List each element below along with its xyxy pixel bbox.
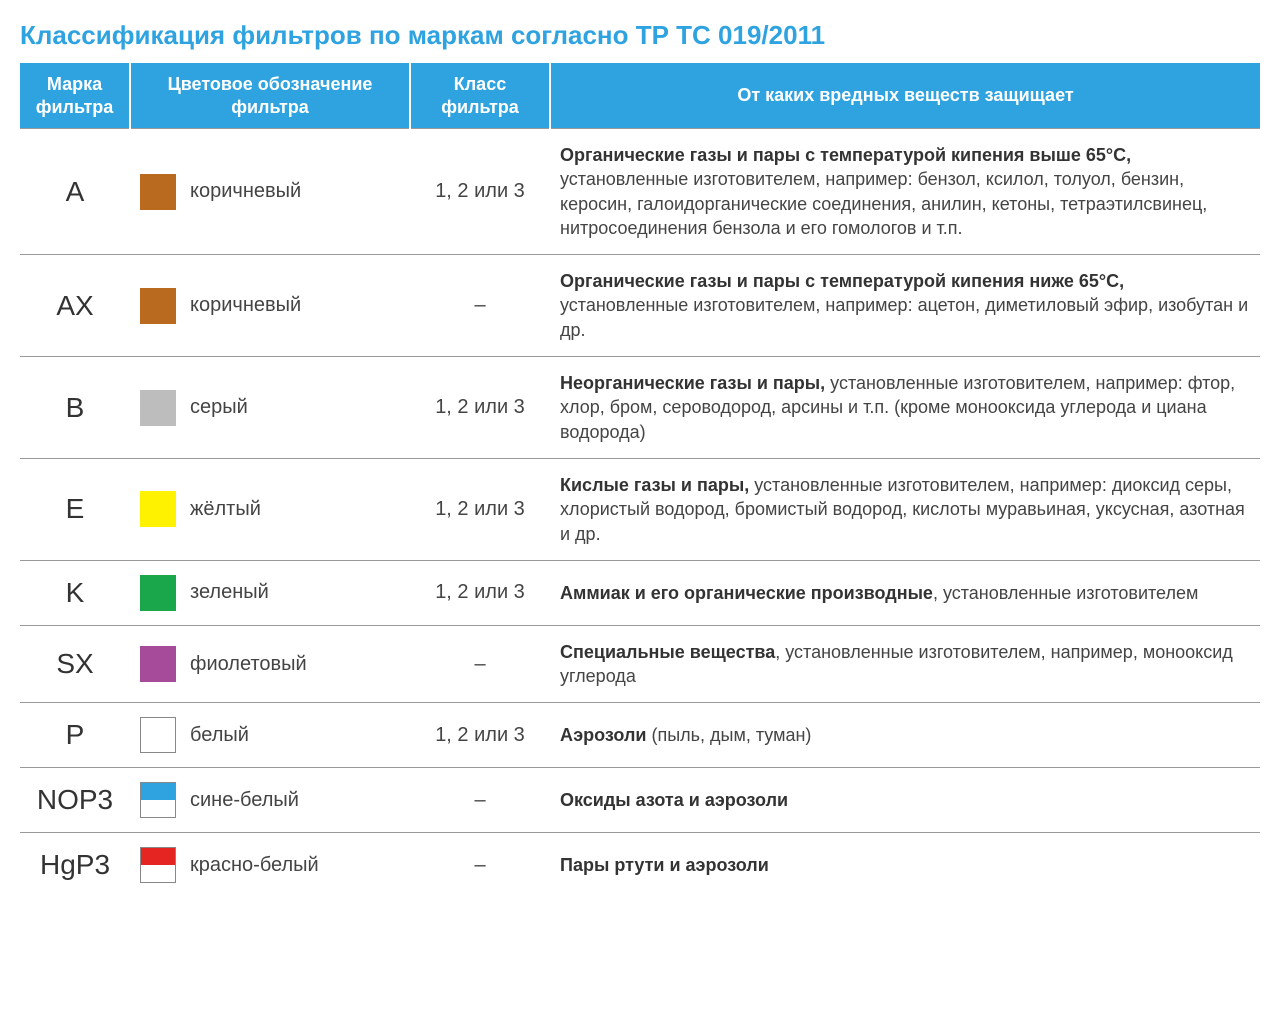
filter-color-cell: фиолетовый [130, 625, 410, 703]
color-swatch [140, 717, 176, 753]
desc-bold: Кислые газы и пары, [560, 475, 749, 495]
desc-bold: Органические газы и пары с температурой … [560, 271, 1124, 291]
filter-description: Органические газы и пары с температурой … [550, 129, 1260, 255]
table-row: Bсерый1, 2 или 3Неорганические газы и па… [20, 357, 1260, 459]
page-title: Классификация фильтров по маркам согласн… [20, 20, 1260, 51]
desc-bold: Неорганические газы и пары, [560, 373, 825, 393]
desc-rest: установленные изготовителем, например: а… [560, 295, 1248, 339]
desc-rest: (пыль, дым, туман) [646, 725, 811, 745]
filter-mark: E [20, 458, 130, 560]
color-swatch [140, 288, 176, 324]
filter-description: Кислые газы и пары, установленные изгото… [550, 458, 1260, 560]
filter-description: Аэрозоли (пыль, дым, туман) [550, 703, 1260, 768]
filter-class: 1, 2 или 3 [410, 458, 550, 560]
table-row: HgP3 красно-белый –Пары ртути и аэрозоли [20, 833, 1260, 898]
filter-class: – [410, 255, 550, 357]
filter-class: 1, 2 или 3 [410, 129, 550, 255]
filter-class: 1, 2 или 3 [410, 703, 550, 768]
color-swatch [140, 847, 176, 883]
filter-color-cell: серый [130, 357, 410, 459]
table-row: SX фиолетовый –Специальные вещества, устан… [20, 625, 1260, 703]
filter-description: Пары ртути и аэрозоли [550, 833, 1260, 898]
filter-description: Аммиак и его органические производные, у… [550, 560, 1260, 625]
filter-mark: P [20, 703, 130, 768]
filter-color-cell: красно-белый [130, 833, 410, 898]
color-swatch [140, 491, 176, 527]
desc-bold: Аэрозоли [560, 725, 646, 745]
desc-bold: Аммиак и его органические производные [560, 583, 933, 603]
color-name-label: жёлтый [190, 498, 261, 521]
color-swatch [140, 575, 176, 611]
filter-mark: B [20, 357, 130, 459]
filter-description: Специальные вещества, установленные изго… [550, 625, 1260, 703]
filter-color-cell: зеленый [130, 560, 410, 625]
desc-bold: Пары ртути и аэрозоли [560, 855, 769, 875]
filter-class: – [410, 768, 550, 833]
header-mark: Марка фильтра [20, 63, 130, 129]
filter-mark: SX [20, 625, 130, 703]
filter-class: 1, 2 или 3 [410, 357, 550, 459]
color-name-label: коричневый [190, 294, 301, 317]
filter-color-cell: белый [130, 703, 410, 768]
filter-color-cell: коричневый [130, 129, 410, 255]
table-row: Pбелый1, 2 или 3Аэрозоли (пыль, дым, тум… [20, 703, 1260, 768]
filter-class: 1, 2 или 3 [410, 560, 550, 625]
filter-class: – [410, 625, 550, 703]
desc-bold: Специальные вещества [560, 642, 775, 662]
table-row: Aкоричневый 1, 2 или 3 Органические газы и… [20, 129, 1260, 255]
filter-mark: HgP3 [20, 833, 130, 898]
filter-mark: K [20, 560, 130, 625]
header-desc: От каких вредных веществ защищает [550, 63, 1260, 129]
filter-classification-table: Марка фильтра Цветовое обозначение фильт… [20, 63, 1260, 897]
color-swatch [140, 174, 176, 210]
table-header-row: Марка фильтра Цветовое обозначение фильт… [20, 63, 1260, 129]
filter-mark: A [20, 129, 130, 255]
filter-mark: NOP3 [20, 768, 130, 833]
color-name-label: коричневый [190, 180, 301, 203]
filter-color-cell: жёлтый [130, 458, 410, 560]
table-row: AX коричневый –Органические газы и пары с … [20, 255, 1260, 357]
color-swatch [140, 646, 176, 682]
desc-bold: Оксиды азота и аэрозоли [560, 790, 788, 810]
color-name-label: сине-белый [190, 789, 299, 812]
color-name-label: белый [190, 724, 249, 747]
filter-color-cell: коричневый [130, 255, 410, 357]
desc-bold: Органические газы и пары с температурой … [560, 145, 1131, 165]
filter-color-cell: сине-белый [130, 768, 410, 833]
color-name-label: красно-белый [190, 854, 319, 877]
filter-description: Органические газы и пары с температурой … [550, 255, 1260, 357]
filter-mark: AX [20, 255, 130, 357]
filter-description: Неорганические газы и пары, установленны… [550, 357, 1260, 459]
header-color: Цветовое обозначение фильтра [130, 63, 410, 129]
color-swatch [140, 782, 176, 818]
desc-rest: , установленные изготовителем [933, 583, 1198, 603]
table-row: Eжёлтый 1, 2 или 3Кислые газы и пары, уст… [20, 458, 1260, 560]
color-name-label: зеленый [190, 581, 269, 604]
table-row: NOP3 сине-белый –Оксиды азота и аэрозоли [20, 768, 1260, 833]
table-row: Kзеленый1, 2 или 3Аммиак и его органичес… [20, 560, 1260, 625]
filter-class: – [410, 833, 550, 898]
header-class: Класс фильтра [410, 63, 550, 129]
color-swatch [140, 390, 176, 426]
desc-rest: установленные изготовителем, например: б… [560, 169, 1207, 238]
color-name-label: серый [190, 396, 248, 419]
color-name-label: фиолетовый [190, 653, 307, 676]
filter-description: Оксиды азота и аэрозоли [550, 768, 1260, 833]
